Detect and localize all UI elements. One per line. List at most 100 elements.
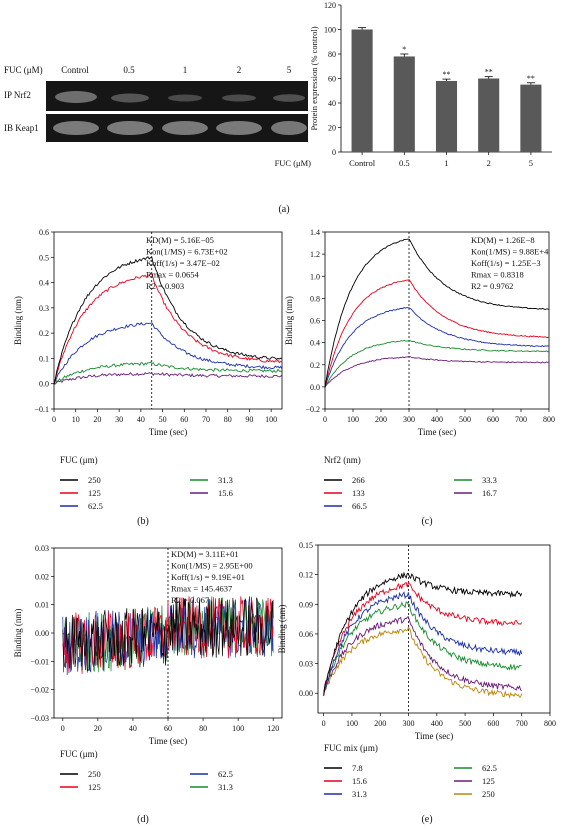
y-tick-label: 0.6 [310, 317, 320, 326]
y-tick-label: 0.03 [299, 660, 313, 669]
legend-label: 31.3 [218, 475, 233, 485]
x-tick-label: 800 [544, 719, 556, 728]
kinetics-stat: KD(M) = 3.11E+01 [171, 549, 239, 559]
binding-chart-d: −0.03 −0.02 −0.01 0.00 0.01 0.02 0.03 0 20 40 60 80… [13, 544, 283, 792]
x-tick-label: 20 [94, 724, 102, 733]
kinetics-stat: KD(M) = 1.26E−8 [471, 235, 535, 245]
series-line [324, 238, 550, 388]
significance-marker: ** [527, 74, 535, 83]
y-tick-label: 0.01 [35, 601, 49, 610]
y-tick-label: 0.00 [299, 689, 313, 698]
legend-label: 62.5 [482, 763, 497, 773]
y-tick-label: 0.5 [39, 253, 49, 262]
kinetics-stat: KD(M) = 5.16E−05 [146, 235, 214, 245]
x-tick-label: 100 [232, 724, 244, 733]
legend-title: FUC mix (μm) [324, 743, 378, 753]
keap1-band [53, 121, 99, 135]
panel-label: (a) [278, 204, 289, 215]
x-tick-label: 0 [52, 415, 56, 424]
y-tick-label: 1.4 [310, 228, 320, 237]
panel-label: (d) [137, 814, 149, 825]
x-tick-label: 400 [431, 415, 443, 424]
keap1-band [162, 121, 208, 135]
legend-label: 133 [352, 488, 365, 498]
legend-label: 125 [88, 782, 101, 792]
significance-marker: * [402, 45, 406, 54]
x-tick-label: Control [349, 158, 376, 168]
significance-marker: ** [443, 70, 451, 79]
series-line [324, 306, 550, 387]
legend-label: 266 [352, 475, 365, 485]
bar [478, 78, 500, 152]
legend-label: 15.6 [352, 776, 367, 786]
blot-lane-label: Control [61, 65, 89, 75]
y-tick-label: 20 [328, 124, 336, 133]
x-axis-label: Time (sec) [149, 427, 187, 437]
kinetics-stat: Rmax = 0.8318 [471, 270, 524, 280]
nrf2-band [111, 93, 149, 103]
y-tick-label: 0.2 [310, 361, 320, 370]
y-tick-label: 0 [332, 148, 336, 157]
y-tick-label: 0.8 [310, 294, 320, 303]
x-tick-label: 20 [93, 415, 101, 424]
x-axis-label: FUC (μM) [275, 158, 312, 168]
legend-title: FUC (μm) [60, 749, 98, 759]
series-line [53, 273, 283, 384]
x-tick-label: 1 [444, 158, 448, 168]
y-tick-label: 1.2 [310, 250, 320, 259]
kinetics-stat: R2 = 0.903 [146, 281, 184, 291]
kinetics-stat: Koff(1/s) = 3.47E−02 [146, 258, 220, 268]
plot-frame [53, 231, 283, 410]
plot-frame [317, 544, 551, 714]
y-tick-label: −0.1 [34, 405, 49, 414]
x-tick-label: 500 [459, 415, 471, 424]
x-tick-label: 100 [347, 415, 359, 424]
x-tick-label: 800 [543, 415, 555, 424]
y-tick-label: 0.12 [299, 571, 313, 580]
y-tick-label: 100 [324, 26, 336, 35]
kinetics-stat: Rmax = 145.4637 [171, 584, 232, 594]
y-axis-label: Protein expression (% control) [309, 26, 319, 130]
series-line [323, 616, 522, 694]
western-blot: FUC (μM) Control 0.5 1 2 5 IP Nrf2 IB Ke… [4, 65, 308, 142]
y-axis-label: Binding (nm) [13, 296, 23, 345]
x-tick-label: 200 [375, 415, 387, 424]
series-line [323, 626, 523, 699]
x-axis-label: Time (sec) [415, 731, 453, 741]
x-tick-label: 0 [61, 724, 65, 733]
kinetics-stat: Koff(1/s) = 9.19E+01 [171, 572, 245, 582]
legend-title: FUC (μm) [60, 455, 98, 465]
series-line [323, 571, 523, 697]
y-tick-label: 0.02 [35, 572, 49, 581]
x-tick-label: 40 [129, 724, 137, 733]
series-line [324, 340, 550, 387]
x-axis-label: Time (sec) [418, 427, 456, 437]
y-tick-label: −0.2 [305, 405, 320, 414]
legend-label: 66.5 [352, 501, 367, 511]
keap1-band [107, 121, 153, 135]
legend-label: 125 [482, 776, 495, 786]
bar [351, 29, 373, 152]
x-tick-label: 120 [267, 724, 279, 733]
y-tick-label: 80 [328, 50, 336, 59]
series-line [53, 256, 283, 385]
bar [435, 80, 458, 152]
y-tick-label: 0.4 [39, 279, 49, 288]
kinetics-stat: Rmax = 0.0654 [146, 270, 199, 280]
x-tick-label: 30 [115, 415, 123, 424]
x-tick-label: 700 [515, 415, 527, 424]
kinetics-stat: R2 = 0.9762 [471, 281, 513, 291]
y-axis-label: Binding (nm) [284, 296, 294, 345]
legend-label: 33.3 [482, 475, 497, 485]
legend-label: 7.8 [352, 763, 363, 773]
legend-label: 250 [88, 769, 101, 779]
y-tick-label: −0.03 [30, 714, 49, 723]
x-tick-label: 80 [199, 724, 207, 733]
blot-lane-label: 0.5 [123, 65, 135, 75]
blot-bands [53, 91, 307, 135]
series-line [53, 361, 283, 385]
x-tick-label: 0 [322, 719, 326, 728]
y-tick-label: 0.4 [310, 339, 320, 348]
blot-lane-label: 2 [237, 65, 242, 75]
y-tick-label: 0.06 [299, 630, 313, 639]
